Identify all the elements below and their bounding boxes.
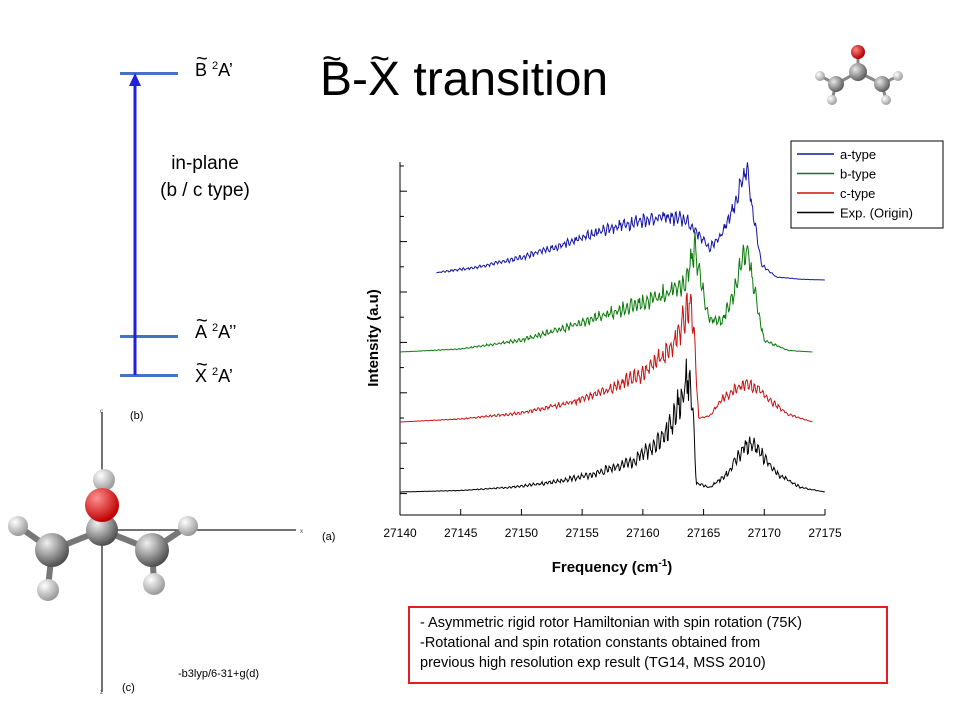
- legend: a-type b-type c-type Exp. (Origin): [790, 140, 944, 229]
- series-line-4: [400, 358, 825, 493]
- level-a-label: ~ A 2A’’: [195, 310, 237, 342]
- x-tick-label: 27170: [748, 526, 782, 540]
- legend-label: c-type: [840, 186, 875, 201]
- level-x-label: ~ X 2A’: [195, 354, 233, 386]
- x-axis-label: Frequency (cm-1): [552, 558, 673, 576]
- hydrogen-atom: [93, 469, 115, 491]
- y-ticks: [400, 165, 407, 495]
- x-axis-label-sup: -1: [658, 558, 667, 569]
- legend-label: b-type: [840, 167, 876, 182]
- x-tick-label: 27150: [505, 526, 539, 540]
- oxygen-atom: [85, 488, 119, 522]
- title-dash: -: [352, 53, 368, 106]
- label-c: (c): [122, 682, 135, 694]
- transition-arrow: [129, 73, 141, 375]
- molecule-structure: c x z: [8, 409, 303, 696]
- legend-label: Exp. (Origin): [840, 206, 913, 221]
- transition-line1: in-plane: [171, 153, 239, 174]
- carbon-atom: [86, 514, 118, 546]
- title-b: B: [320, 53, 353, 106]
- note-line: -Rotational and spin rotation constants …: [420, 635, 761, 651]
- carbon-atom: [35, 533, 69, 567]
- x-tick-label: 27165: [687, 526, 721, 540]
- hydrogen-atom: [8, 516, 28, 536]
- tilde-mark: ~: [196, 310, 208, 332]
- note-box: - Asymmetric rigid rotor Hamiltonian wit…: [408, 606, 888, 684]
- chart-axes: [399, 162, 825, 516]
- hydrogen-atom: [143, 573, 165, 595]
- x-tick-label: 27140: [383, 526, 417, 540]
- level-x-line: [120, 374, 178, 377]
- axis-label-x: x: [300, 529, 303, 535]
- note-line: - Asymmetric rigid rotor Hamiltonian wit…: [420, 615, 802, 631]
- axis-label-z: z: [100, 690, 103, 696]
- transition-type-label: in-plane (b / c type): [130, 150, 280, 204]
- tilde-mark: ~: [196, 48, 208, 70]
- series-line-1: [436, 162, 825, 281]
- title-x: X: [368, 53, 401, 106]
- x-tick-label: 27155: [565, 526, 599, 540]
- hydrogen-atom: [37, 579, 59, 601]
- transition-line2: (b / c type): [160, 180, 250, 201]
- molecule-icon: [815, 45, 903, 105]
- legend-label: a-type: [840, 147, 876, 162]
- method-label: -b3lyp/6-31+g(d): [178, 668, 260, 680]
- title-rest: transition: [400, 53, 609, 106]
- label-b: (b): [130, 410, 144, 422]
- series-group: [400, 162, 825, 493]
- legend-box: [790, 140, 944, 229]
- carbon-atom: [135, 533, 169, 567]
- note-line: previous high resolution exp result (TG1…: [420, 655, 766, 671]
- label-a: (a): [322, 531, 336, 543]
- tilde-mark: ~: [370, 40, 390, 78]
- hydrogen-atom: [178, 516, 198, 536]
- spectrum-chart: 27140 27145 27150 27155 27160 27165 27170 27175…: [365, 140, 944, 576]
- x-tick-label: 27145: [444, 526, 478, 540]
- level-b-line: [120, 72, 178, 75]
- x-tick-label: 27175: [808, 526, 842, 540]
- tilde-mark: ~: [322, 40, 342, 78]
- series-line-2: [400, 232, 813, 353]
- tilde-mark: ~: [196, 354, 208, 376]
- series-line-3: [400, 292, 813, 423]
- title-b-with-tilde: ~ B: [320, 42, 353, 106]
- x-axis-label-end: ): [667, 559, 672, 576]
- x-tick-label: 27160: [626, 526, 660, 540]
- level-b-label: ~ B 2A’: [195, 48, 233, 80]
- axis-label-c: c: [100, 409, 103, 415]
- y-axis-label: Intensity (a.u): [365, 289, 382, 387]
- x-ticks: 27140 27145 27150 27155 27160 27165 27170 27175: [383, 509, 842, 540]
- slide-title: ~ B- ~ X transition: [320, 42, 609, 106]
- level-a-line: [120, 335, 178, 338]
- title-x-with-tilde: ~ X: [368, 42, 401, 106]
- x-axis-label-text: Frequency (cm: [552, 559, 659, 576]
